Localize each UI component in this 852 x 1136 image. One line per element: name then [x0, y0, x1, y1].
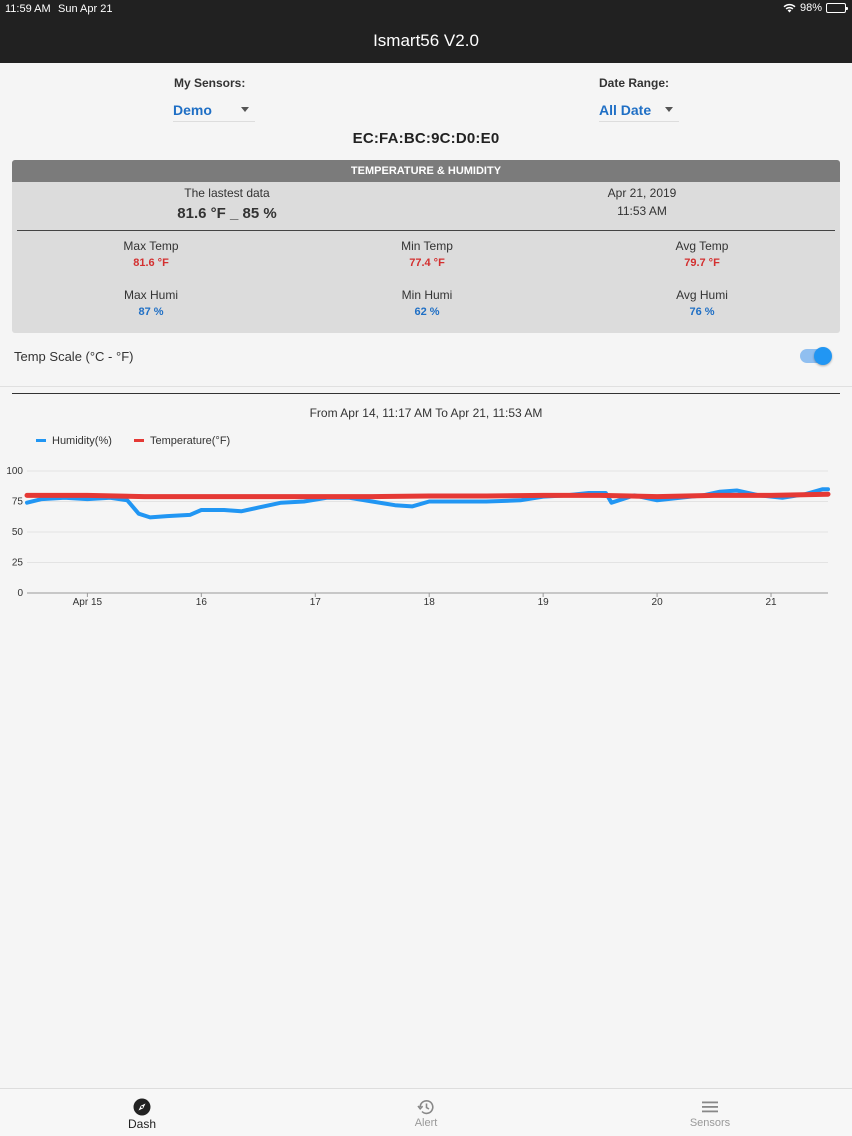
legend-label: Humidity(%) [52, 435, 112, 447]
status-time: 11:59 AM [5, 3, 51, 15]
latest-time: 11:53 AM [617, 204, 667, 218]
page-title: Ismart56 V2.0 [373, 31, 479, 50]
min-humi-label: Min Humi [401, 288, 453, 302]
y-tick-label: 75 [12, 497, 24, 508]
x-tick-label: 18 [424, 597, 436, 608]
history-icon [417, 1100, 434, 1115]
status-right: 98% [783, 2, 848, 14]
x-tick-label: 21 [765, 597, 777, 608]
latest-data-value: 81.6 °F _ 85 % [177, 205, 277, 222]
tab-sensors-label: Sensors [689, 1117, 731, 1129]
avg-temp-stat: Avg Temp 79.7 °F [602, 239, 802, 269]
status-bar: 11:59 AM Sun Apr 21 98% [0, 0, 852, 18]
x-tick-label: 19 [538, 597, 550, 608]
tab-bar: Dash Alert Sensors [0, 1088, 852, 1136]
toggle-knob [814, 347, 832, 365]
card-title: TEMPERATURE & HUMIDITY [12, 160, 840, 182]
sensors-label: My Sensors: [174, 76, 246, 90]
avg-humi-label: Avg Humi [676, 288, 728, 302]
y-tick-label: 25 [12, 558, 24, 569]
card-divider [17, 230, 835, 231]
tab-alert-label: Alert [414, 1117, 438, 1129]
latest-data-label: The lastest data [184, 186, 270, 200]
chevron-down-icon [665, 107, 673, 112]
sensor-select[interactable]: Demo [173, 98, 255, 122]
tab-sensors[interactable]: Sensors [650, 1089, 770, 1136]
x-tick-label: 16 [196, 597, 208, 608]
tab-dash-label: Dash [127, 1117, 156, 1131]
list-icon [702, 1101, 718, 1113]
temp-scale-row: Temp Scale (°C - °F) [0, 343, 852, 373]
legend-swatch [134, 439, 144, 442]
battery-icon [826, 3, 848, 13]
min-temp-value: 77.4 °F [409, 257, 445, 269]
chevron-down-icon [241, 107, 249, 112]
chart-top-rule [12, 393, 840, 394]
min-temp-stat: Min Temp 77.4 °F [327, 239, 527, 269]
section-divider [0, 386, 852, 387]
x-tick-label: 20 [652, 597, 664, 608]
date-range-label: Date Range: [599, 76, 670, 90]
date-range-select-value: All Date [599, 101, 652, 118]
y-tick-label: 100 [6, 466, 23, 477]
max-humi-stat: Max Humi 87 % [51, 288, 251, 318]
chart-range-text: From Apr 14, 11:17 AM To Apr 21, 11:53 A… [309, 406, 543, 420]
nav-bar: Ismart56 V2.0 [0, 18, 852, 63]
max-humi-value: 87 % [138, 306, 164, 318]
x-tick-label: Apr 15 [73, 597, 103, 608]
tab-dash[interactable]: Dash [82, 1089, 202, 1136]
tab-alert[interactable]: Alert [366, 1089, 486, 1136]
legend-swatch [36, 439, 46, 442]
temperature-humidity-card: TEMPERATURE & HUMIDITY The lastest data … [12, 160, 840, 333]
temp-scale-label: Temp Scale (°C - °F) [14, 349, 134, 364]
wifi-icon [783, 3, 796, 13]
battery-percent: 98% [799, 2, 822, 14]
avg-humi-value: 76 % [689, 306, 715, 318]
avg-temp-label: Avg Temp [675, 239, 729, 253]
avg-temp-value: 79.7 °F [684, 257, 720, 269]
legend-label: Temperature(°F) [150, 435, 230, 447]
x-tick-label: 17 [310, 597, 322, 608]
history-line-chart: 0 25 50 75 100 Apr 15 16 17 18 19 20 21 Humidity(%) T… [6, 435, 831, 608]
min-temp-label: Min Temp [401, 239, 453, 253]
y-tick-label: 0 [17, 588, 23, 599]
max-temp-value: 81.6 °F [133, 257, 169, 269]
status-date: Sun Apr 21 [58, 3, 113, 15]
min-humi-value: 62 % [414, 306, 440, 318]
max-temp-stat: Max Temp 81.6 °F [51, 239, 251, 269]
avg-humi-stat: Avg Humi 76 % [602, 288, 802, 318]
max-temp-label: Max Temp [123, 239, 179, 253]
compass-icon [133, 1098, 151, 1116]
series-line-temperature [24, 491, 831, 500]
temp-scale-toggle[interactable] [800, 347, 832, 365]
max-humi-label: Max Humi [123, 288, 178, 302]
date-range-select[interactable]: All Date [599, 98, 679, 122]
sensor-select-value: Demo [173, 101, 212, 118]
latest-date: Apr 21, 2019 [607, 186, 677, 200]
device-mac-address: EC:FA:BC:9C:D0:E0 [352, 130, 500, 147]
y-tick-label: 50 [12, 527, 24, 538]
min-humi-stat: Min Humi 62 % [327, 288, 527, 318]
